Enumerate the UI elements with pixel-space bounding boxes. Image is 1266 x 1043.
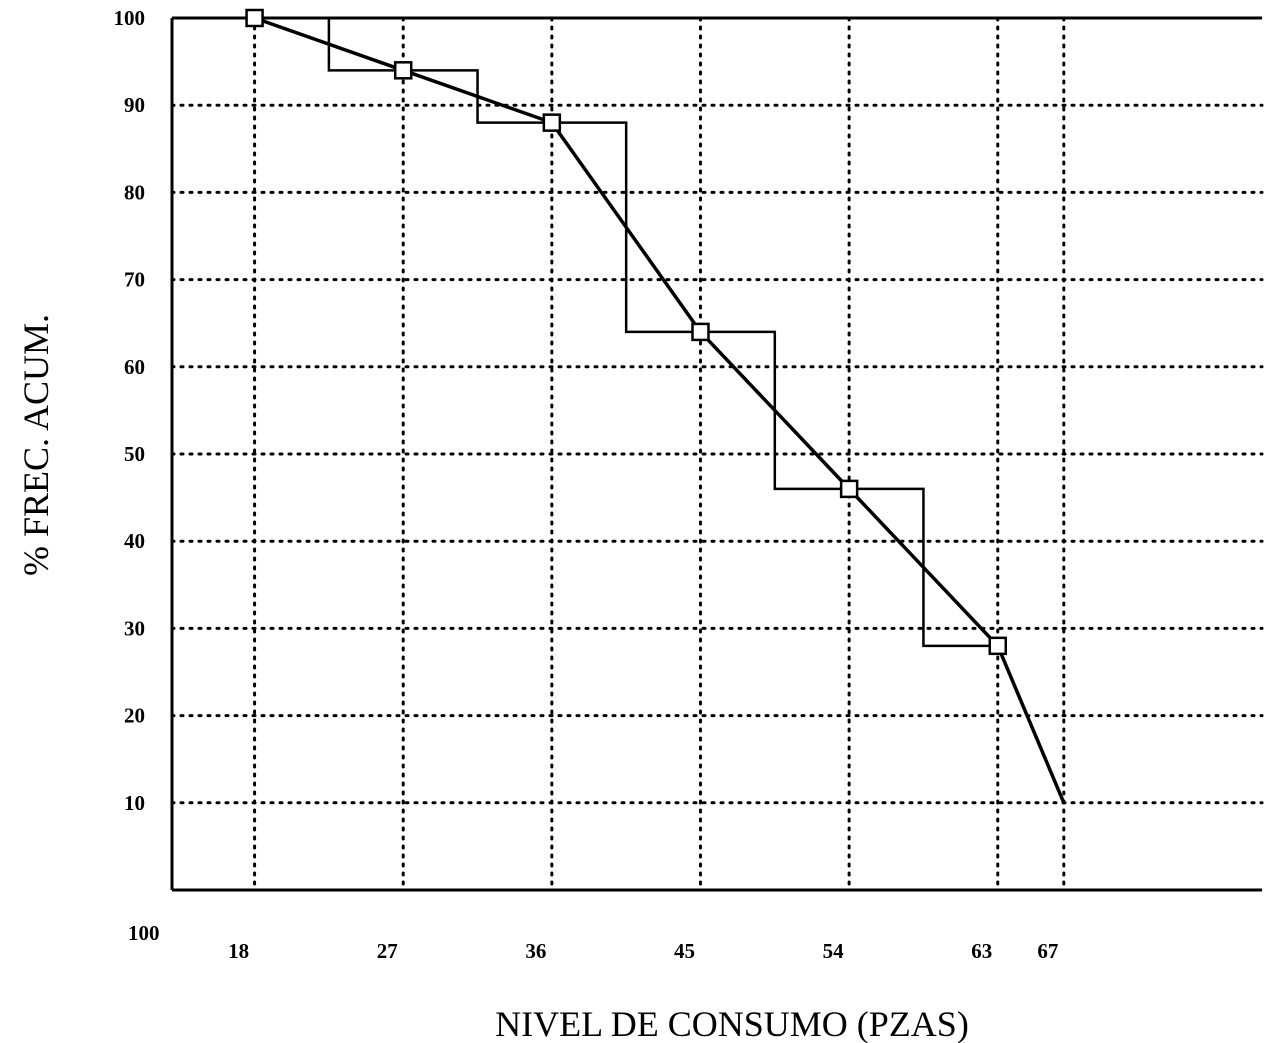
y-tick-label-30: 30 [124,616,145,640]
x-tick-label-54: 54 [823,939,845,963]
origin-label: 100 [128,921,160,945]
y-tick-label-80: 80 [124,180,145,204]
x-tick-label-18: 18 [228,939,249,963]
data-point-marker-45 [692,324,708,340]
data-point-marker-27 [395,62,411,78]
x-tick-label-27: 27 [377,939,398,963]
y-tick-label-70: 70 [124,268,145,292]
x-tick-label-45: 45 [674,939,695,963]
y-tick-label-20: 20 [124,704,145,728]
grid-layer [172,18,1262,890]
y-tick-labels: 10 20 30 40 50 60 70 80 90 100 [114,6,146,815]
data-point-marker-54 [841,481,857,497]
x-tick-label-63: 63 [971,939,992,963]
cumulative-line-series [255,18,1064,803]
data-point-marker-63 [990,638,1006,654]
y-tick-label-10: 10 [124,791,145,815]
cumulative-series-line [255,18,1064,803]
y-axis-title: % FREC. ACUM. [16,314,56,576]
step-series-line [255,18,998,646]
step-series [255,18,998,646]
y-tick-label-50: 50 [124,442,145,466]
x-tick-label-67: 67 [1037,939,1058,963]
data-point-marker-18 [247,10,263,26]
x-tick-labels: 18 27 36 45 54 63 67 [228,939,1058,963]
y-tick-label-40: 40 [124,529,145,553]
x-axis-title: NIVEL DE CONSUMO (PZAS) [495,1004,969,1043]
data-point-marker-36 [544,115,560,131]
y-tick-label-60: 60 [124,355,145,379]
y-tick-label-100: 100 [114,6,146,30]
y-tick-label-90: 90 [124,93,145,117]
x-tick-label-36: 36 [525,939,546,963]
